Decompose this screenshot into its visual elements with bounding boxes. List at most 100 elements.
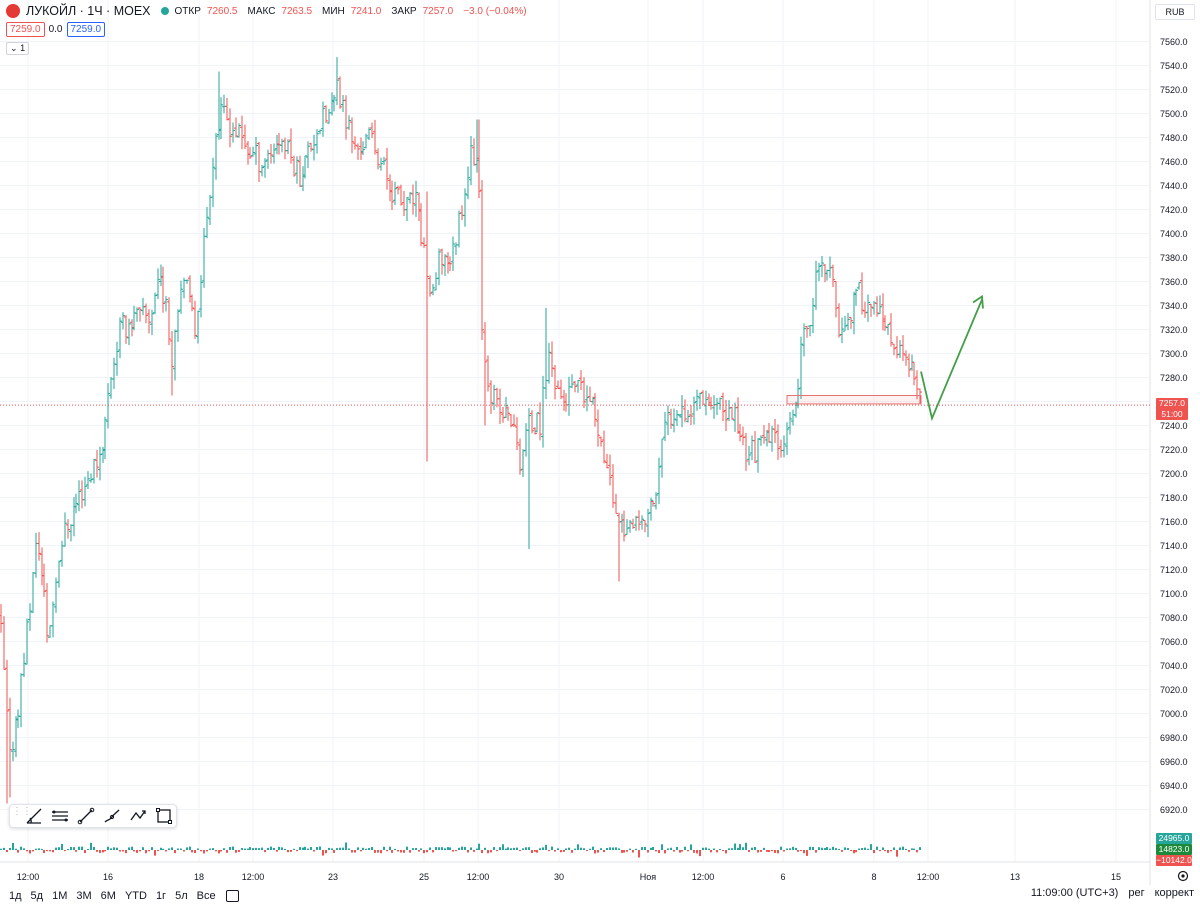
- volume-bar: [131, 846, 133, 850]
- volume-tag-bottom: −10142.0: [1156, 855, 1192, 866]
- timeframe-6m[interactable]: 6М: [100, 890, 116, 902]
- timeframe-3m[interactable]: 3М: [76, 890, 92, 902]
- market-open-icon: [160, 7, 169, 15]
- volume-bar: [226, 850, 228, 853]
- volume-bar: [444, 848, 446, 850]
- trend-line-icon[interactable]: [74, 805, 98, 827]
- volume-bar: [339, 847, 341, 850]
- volume-bar: [635, 848, 637, 850]
- volume-bar: [867, 848, 869, 850]
- volume-bar: [818, 847, 820, 850]
- volume-bar: [470, 847, 472, 850]
- timeframe-5d[interactable]: 5д: [30, 890, 44, 902]
- volume-bar: [902, 846, 904, 850]
- timeframe-1m[interactable]: 1М: [52, 890, 68, 902]
- volume-bar: [861, 848, 863, 850]
- volume-bar: [612, 847, 614, 850]
- volume-bar: [563, 850, 565, 852]
- volume-bar: [258, 848, 260, 850]
- volume-bar: [467, 850, 469, 853]
- clock-time[interactable]: 11:09:00 (UTC+3): [1030, 887, 1119, 899]
- timeframe-all[interactable]: Все: [196, 890, 216, 902]
- volume-bar: [194, 850, 196, 854]
- volume-bar: [621, 850, 623, 853]
- volume-bar: [557, 848, 559, 850]
- volume-bar: [609, 847, 611, 850]
- volume-bar: [157, 850, 159, 852]
- volume-bar: [142, 847, 144, 850]
- adjustment-toggle[interactable]: коррект: [1154, 887, 1194, 899]
- volume-bar: [209, 848, 211, 850]
- volume-bar: [328, 847, 330, 850]
- volume-bar: [276, 850, 278, 852]
- volume-bar: [594, 850, 596, 854]
- volume-bar: [690, 844, 692, 850]
- volume-bar: [215, 850, 217, 852]
- volume-bar: [223, 848, 225, 850]
- symbol-legend[interactable]: ЛУКОЙЛ · 1Ч · MOEX ОТКР 7260.5 МАКС 7263.5…: [6, 4, 531, 18]
- x-tick-label: 15: [1111, 872, 1121, 882]
- log-scale-toggle[interactable]: рег: [1128, 887, 1145, 899]
- y-tick-label: 7200.0: [1160, 469, 1188, 479]
- volume-bar: [244, 848, 246, 850]
- y-tick-label: 7160.0: [1160, 517, 1188, 527]
- volume-bar: [406, 846, 408, 850]
- volume-bar: [435, 847, 437, 850]
- rectangle-icon[interactable]: [152, 805, 176, 827]
- y-tick-label: 7040.0: [1160, 661, 1188, 671]
- volume-bar: [632, 850, 634, 853]
- volume-bar: [133, 850, 135, 852]
- volume-bar: [516, 847, 518, 850]
- indicators-toggle[interactable]: ⌄ 1: [6, 42, 30, 55]
- volume-bar: [200, 850, 202, 852]
- volume-bar: [183, 850, 185, 852]
- volume-series: [0, 842, 921, 858]
- volume-bar: [731, 848, 733, 850]
- trend-angle-icon[interactable]: [22, 805, 46, 827]
- parallel-channel-icon[interactable]: [48, 805, 72, 827]
- timeframe-5y[interactable]: 5л: [175, 890, 188, 902]
- volume-bar: [525, 847, 527, 850]
- volume-bar: [548, 850, 550, 852]
- volume-bar: [345, 842, 347, 850]
- volume-bar: [681, 850, 683, 852]
- grip-icon[interactable]: ⋮⋮: [12, 806, 32, 817]
- symbol-title[interactable]: ЛУКОЙЛ · 1Ч · MOEX: [26, 4, 151, 18]
- price-chart[interactable]: 7560.0 7540.0 7520.0 7500.0 7480.0 7460.0 7440…: [0, 0, 1200, 885]
- sell-price-button[interactable]: 7259.0: [6, 22, 45, 37]
- volume-bar: [908, 850, 910, 852]
- timeframe-1y[interactable]: 1г: [155, 890, 167, 902]
- volume-bar: [278, 846, 280, 850]
- brush-icon[interactable]: [100, 805, 124, 827]
- volume-bar: [513, 847, 515, 850]
- volume-bar: [331, 848, 333, 850]
- currency-selector[interactable]: RUB: [1155, 4, 1195, 20]
- volume-bar: [568, 847, 570, 850]
- y-tick-label: 7140.0: [1160, 541, 1188, 551]
- volume-bar: [73, 847, 75, 850]
- volume-bar: [394, 848, 396, 850]
- volume-bar: [722, 850, 724, 852]
- volume-bar: [267, 847, 269, 850]
- volume-bar: [70, 847, 72, 850]
- path-icon[interactable]: [126, 805, 150, 827]
- volume-bar: [571, 850, 573, 853]
- y-tick-label: 7340.0: [1160, 301, 1188, 311]
- drawing-toolbar[interactable]: ⋮⋮: [9, 804, 177, 828]
- volume-bar: [539, 848, 541, 850]
- volume-bar: [247, 848, 249, 850]
- volume-bar: [145, 850, 147, 854]
- timeframe-1d[interactable]: 1д: [9, 890, 22, 902]
- volume-bar: [728, 848, 730, 850]
- volume-bar: [528, 847, 530, 850]
- settings-gear-icon[interactable]: [1177, 870, 1189, 882]
- y-tick-label: 7480.0: [1160, 133, 1188, 143]
- volume-bar: [116, 847, 118, 850]
- volume-bar: [96, 850, 98, 852]
- timeframe-ytd[interactable]: YTD: [124, 890, 147, 902]
- volume-bar: [452, 850, 454, 852]
- calendar-icon[interactable]: [225, 890, 239, 902]
- volume-bar: [374, 850, 376, 853]
- volume-bar: [821, 847, 823, 850]
- buy-price-button[interactable]: 7259.0: [66, 22, 106, 37]
